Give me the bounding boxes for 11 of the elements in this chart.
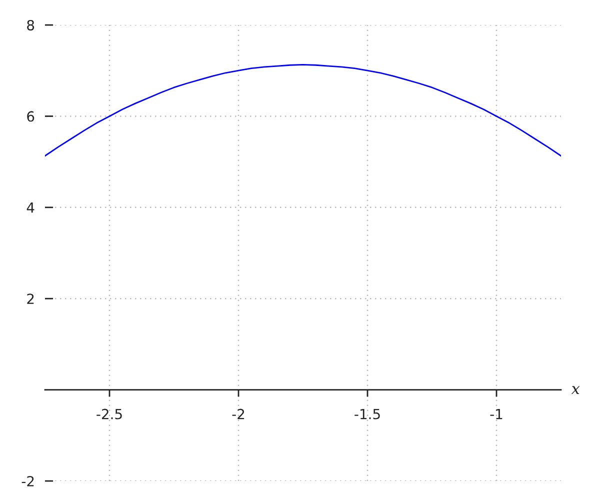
x-tick-label: -1 — [490, 408, 502, 420]
y-tick-label: -2 — [22, 476, 34, 486]
x-axis-title: x — [571, 386, 580, 394]
x-tick-label: -2.5 — [96, 408, 122, 420]
y-tick-label: 8 — [27, 20, 34, 30]
x-tick-label: -2 — [232, 408, 244, 420]
line-series — [45, 64, 561, 157]
x-tick-label: -1.5 — [354, 408, 380, 420]
y-tick-label: 2 — [27, 294, 34, 304]
y-tick-label: 6 — [27, 111, 34, 122]
y-tick-label: 4 — [26, 202, 34, 213]
